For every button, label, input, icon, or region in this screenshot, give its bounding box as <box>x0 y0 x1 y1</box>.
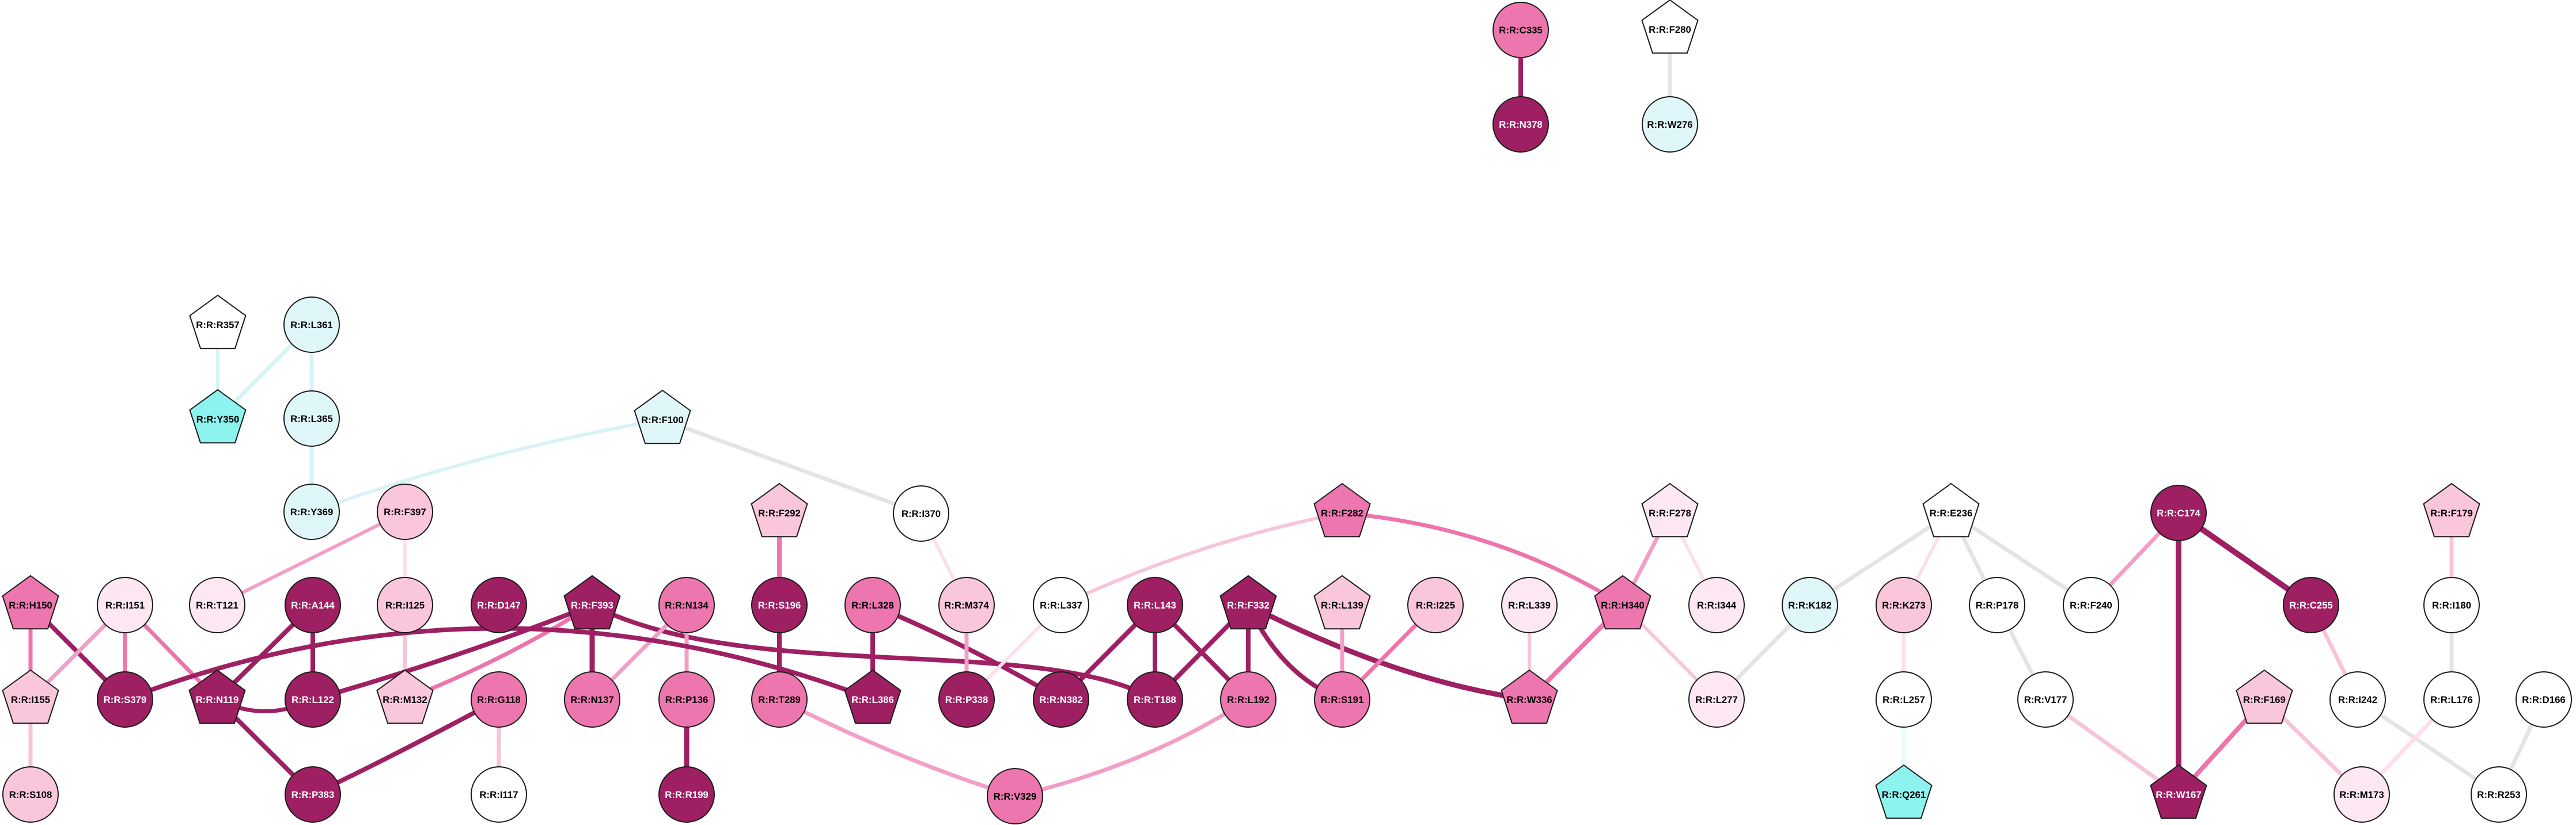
svg-text:R:R:K182: R:R:K182 <box>1788 600 1832 611</box>
svg-text:R:R:W167: R:R:W167 <box>2155 789 2201 800</box>
svg-text:R:R:L143: R:R:L143 <box>1134 600 1176 611</box>
svg-text:R:R:L328: R:R:L328 <box>851 600 894 611</box>
svg-text:R:R:L337: R:R:L337 <box>1040 600 1082 611</box>
svg-text:R:R:Y369: R:R:Y369 <box>290 507 334 518</box>
svg-text:R:R:L257: R:R:L257 <box>1882 694 1925 705</box>
svg-text:R:R:H150: R:R:H150 <box>9 600 52 611</box>
svg-text:R:R:I180: R:R:I180 <box>2432 600 2471 611</box>
svg-text:R:R:R357: R:R:R357 <box>196 320 240 330</box>
svg-text:R:R:T121: R:R:T121 <box>196 600 238 611</box>
svg-text:R:R:F397: R:R:F397 <box>384 507 426 518</box>
svg-text:R:R:F179: R:R:F179 <box>2430 508 2473 519</box>
svg-text:R:R:I151: R:R:I151 <box>105 600 145 611</box>
svg-text:R:R:I225: R:R:I225 <box>1416 600 1455 611</box>
svg-text:R:R:F282: R:R:F282 <box>1321 508 1363 519</box>
svg-text:R:R:P178: R:R:P178 <box>1976 600 2019 611</box>
svg-text:R:R:I370: R:R:I370 <box>901 508 941 519</box>
svg-text:R:R:T289: R:R:T289 <box>758 694 801 705</box>
svg-text:R:R:M374: R:R:M374 <box>944 600 989 611</box>
svg-text:R:R:E236: R:R:E236 <box>1930 508 1973 519</box>
svg-text:R:R:Y350: R:R:Y350 <box>196 414 240 425</box>
svg-text:R:R:H340: R:R:H340 <box>1601 600 1645 611</box>
svg-text:R:R:L386: R:R:L386 <box>851 694 894 705</box>
svg-text:R:R:N382: R:R:N382 <box>1039 694 1083 705</box>
svg-text:R:R:F169: R:R:F169 <box>2243 694 2286 705</box>
svg-text:R:R:P136: R:R:P136 <box>665 694 709 705</box>
svg-text:R:R:Q261: R:R:Q261 <box>1882 789 1926 800</box>
svg-text:R:R:N378: R:R:N378 <box>1499 119 1543 130</box>
svg-text:R:R:M132: R:R:M132 <box>382 694 427 705</box>
svg-text:R:R:L361: R:R:L361 <box>290 320 333 330</box>
svg-text:R:R:L192: R:R:L192 <box>1227 694 1270 705</box>
svg-text:R:R:L122: R:R:L122 <box>291 694 334 705</box>
svg-text:R:R:V177: R:R:V177 <box>2024 694 2067 705</box>
svg-text:R:R:F280: R:R:F280 <box>1649 24 1691 35</box>
svg-text:R:R:I344: R:R:I344 <box>1697 600 1737 611</box>
svg-text:R:R:W336: R:R:W336 <box>1506 694 1552 705</box>
svg-text:R:R:K273: R:R:K273 <box>1882 600 1926 611</box>
svg-text:R:R:L139: R:R:L139 <box>1321 600 1363 611</box>
svg-text:R:R:G118: R:R:G118 <box>477 694 521 705</box>
svg-text:R:R:F332: R:R:F332 <box>1227 600 1270 611</box>
svg-text:R:R:L176: R:R:L176 <box>2430 694 2473 705</box>
svg-text:R:R:F240: R:R:F240 <box>2070 600 2112 611</box>
svg-text:R:R:C255: R:R:C255 <box>2289 600 2333 611</box>
svg-text:R:R:P383: R:R:P383 <box>291 789 335 800</box>
svg-text:R:R:N137: R:R:N137 <box>570 694 614 705</box>
svg-text:R:R:S196: R:R:S196 <box>758 600 801 611</box>
svg-text:R:R:W276: R:R:W276 <box>1647 119 1692 130</box>
svg-text:R:R:D147: R:R:D147 <box>477 600 521 611</box>
svg-text:R:R:F100: R:R:F100 <box>641 415 684 425</box>
svg-text:R:R:S191: R:R:S191 <box>1321 694 1364 705</box>
svg-text:R:R:S379: R:R:S379 <box>104 694 147 705</box>
svg-text:R:R:N119: R:R:N119 <box>196 694 239 705</box>
svg-text:R:R:L365: R:R:L365 <box>290 413 333 424</box>
svg-text:R:R:I155: R:R:I155 <box>11 694 50 705</box>
svg-text:R:R:S108: R:R:S108 <box>9 789 52 800</box>
svg-text:R:R:I125: R:R:I125 <box>385 600 425 611</box>
svg-text:R:R:L277: R:R:L277 <box>1695 694 1738 705</box>
svg-text:R:R:R253: R:R:R253 <box>2477 789 2521 800</box>
svg-text:R:R:P338: R:R:P338 <box>945 694 988 705</box>
svg-text:R:R:D166: R:R:D166 <box>2522 694 2566 705</box>
svg-text:R:R:L339: R:R:L339 <box>1508 600 1551 611</box>
svg-text:R:R:A144: R:R:A144 <box>291 600 335 611</box>
svg-text:R:R:F278: R:R:F278 <box>1649 508 1691 519</box>
svg-text:R:R:I242: R:R:I242 <box>2338 694 2377 705</box>
svg-text:R:R:C335: R:R:C335 <box>1499 25 1543 36</box>
svg-text:R:R:F393: R:R:F393 <box>571 600 613 611</box>
svg-text:R:R:T188: R:R:T188 <box>1134 694 1176 705</box>
svg-text:R:R:I117: R:R:I117 <box>479 789 518 800</box>
svg-text:R:R:N134: R:R:N134 <box>665 600 709 611</box>
svg-text:R:R:C174: R:R:C174 <box>2157 508 2200 519</box>
svg-text:R:R:R199: R:R:R199 <box>665 789 709 800</box>
svg-text:R:R:M173: R:R:M173 <box>2339 789 2384 800</box>
svg-text:R:R:F292: R:R:F292 <box>758 508 801 519</box>
svg-text:R:R:V329: R:R:V329 <box>994 791 1037 802</box>
